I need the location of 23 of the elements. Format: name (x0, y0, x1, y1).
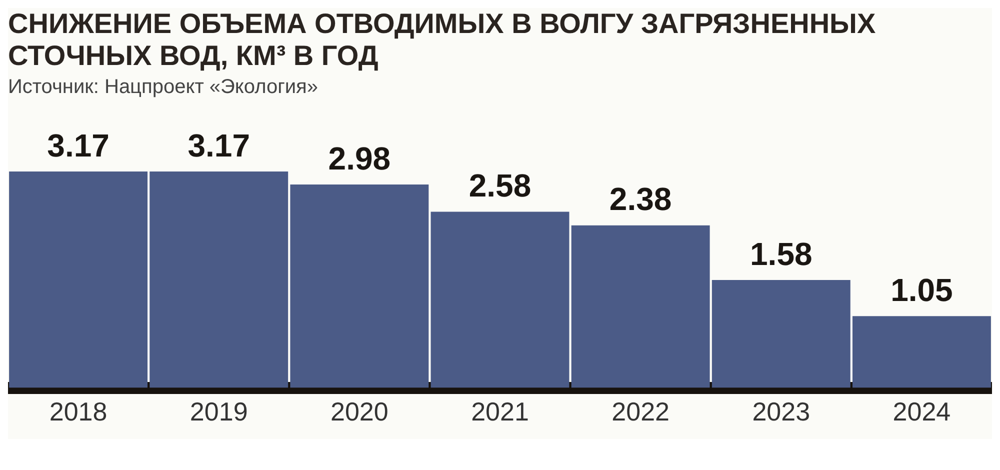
x-tick-label: 2022 (612, 396, 670, 427)
data-label: 2.38 (609, 181, 672, 218)
bar (430, 212, 570, 388)
text: Источник: Нацпроект «Экология» (8, 76, 319, 99)
data-label: 3.17 (47, 127, 110, 164)
bar (290, 184, 429, 388)
bar (712, 280, 850, 388)
x-tick-label: 2020 (330, 396, 388, 427)
x-tick-label: 2021 (471, 396, 529, 427)
data-label: 2.58 (468, 168, 532, 204)
x-tick-label: 2018 (49, 396, 108, 427)
bar (150, 172, 288, 388)
x-tick-label: 2023 (752, 396, 810, 427)
data-label: 1.58 (750, 236, 812, 272)
x-tick-label: 2024 (892, 396, 951, 427)
x-tick-label: 2019 (190, 396, 248, 427)
data-label: 1.05 (890, 272, 953, 308)
data-label: 3.17 (188, 127, 250, 164)
chart-title: СНИЖЕНИЕ ОБЪЕМА ОТВОДИМЫХ В ВОЛГУ ЗАГРЯЗНЕННЫХ СТОЧНЫХ ВОД, КМ³ В ГОД (8, 8, 877, 72)
data-label: 2.98 (328, 140, 391, 176)
bar (9, 172, 148, 388)
bar (571, 225, 710, 388)
bar (852, 316, 991, 388)
